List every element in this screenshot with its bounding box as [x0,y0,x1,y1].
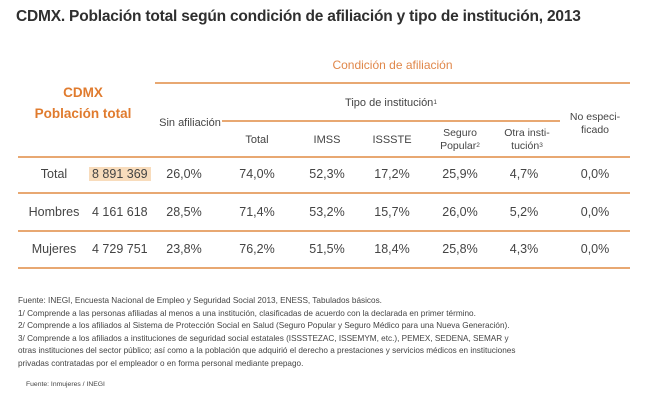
cell-no-especificado: 0,0% [580,205,610,219]
header-imss: IMSS [313,134,341,146]
cell-imss: 53,2% [309,205,345,219]
source-credit: Fuente: Inmujeres / INEGI [26,381,105,388]
row-divider [18,267,630,269]
cell-no-especificado: 0,0% [580,167,610,181]
note-2: 2/ Comprende a los afiliados al Sistema … [18,321,510,331]
seguro-line1: Seguro [443,127,477,139]
cell-total: 74,0% [239,167,275,181]
note-source: Fuente: INEGI, Encuesta Nacional de Empl… [18,296,382,305]
cell-sin-afiliacion: 23,8% [166,242,202,256]
cell-issste: 15,7% [374,205,410,219]
cell-seguro-popular: 25,9% [442,167,478,181]
cell-otra: 4,7% [509,167,539,181]
cell-sin-afiliacion: 26,0% [166,167,202,181]
rule-condicion [155,82,630,84]
header-total: Total [245,134,269,146]
cell-poblacion: 8 891 369 [89,167,160,181]
header-sin-afiliacion: Sin afiliación [159,117,221,129]
cell-seguro-popular: 25,8% [442,242,478,256]
note-3: 3/ Comprende a los afiliados a instituci… [18,333,509,343]
note-3-cont-b: privadas contratadas por el empleador o … [18,358,304,368]
note-1: 1/ Comprende a las personas afiliadas al… [18,308,476,318]
row-label: Mujeres [31,242,77,256]
footnote-marker-2: 2 [476,142,480,149]
note-3-cont-a: otras instituciones del sector público; … [18,346,516,356]
row-label: Hombres [28,205,80,219]
no-esp-line1: No especi- [569,111,621,123]
otra-line2: tución3 [492,140,562,153]
header-no-especificado: No especi- ficado [560,111,630,137]
cell-issste: 17,2% [374,167,410,181]
footnote-marker-1: 1 [433,99,437,106]
cell-poblacion: 4 729 751 [92,242,160,256]
header-cdmx: CDMX [63,85,103,100]
poblacion-value: 8 891 369 [89,167,151,181]
cell-total: 71,4% [239,205,275,219]
cell-no-especificado: 0,0% [580,242,610,256]
cell-imss: 51,5% [309,242,345,256]
cell-total: 76,2% [239,242,275,256]
cell-poblacion: 4 161 618 [92,205,160,219]
row-divider [18,230,630,232]
seguro-line2-text: Popular [440,140,477,152]
rule-tipo-institucion [222,120,560,122]
row-divider [18,192,630,194]
cell-seguro-popular: 26,0% [442,205,478,219]
poblacion-value: 4 729 751 [92,242,148,256]
header-tipo-institucion: Tipo de institución1 [222,97,560,110]
otra-line2-text: tución [511,140,540,152]
row-label: Total [40,167,68,181]
cell-sin-afiliacion: 28,5% [166,205,202,219]
header-poblacion-total: Población total [34,106,132,121]
footnotes: Fuente: INEGI, Encuesta Nacional de Empl… [18,295,515,371]
cell-otra: 5,2% [509,205,539,219]
header-issste: ISSSTE [372,134,412,146]
header-condicion-afiliacion: Condición de afiliación [332,58,453,72]
poblacion-value: 4 161 618 [92,205,148,219]
seguro-line2: Popular2 [425,140,495,153]
otra-line1: Otra insti- [504,127,550,139]
rule-header-bottom [18,156,630,158]
header-otra-institucion: Otra insti- tución3 [492,127,562,153]
footnote-marker-3: 3 [539,142,543,149]
cell-issste: 18,4% [374,242,410,256]
no-esp-line2: ficado [580,124,610,136]
cell-imss: 52,3% [309,167,345,181]
tipo-institucion-label: Tipo de institución [345,97,434,109]
cell-otra: 4,3% [509,242,539,256]
page-title: CDMX. Población total según condición de… [16,8,581,25]
header-seguro-popular: Seguro Popular2 [425,127,495,153]
